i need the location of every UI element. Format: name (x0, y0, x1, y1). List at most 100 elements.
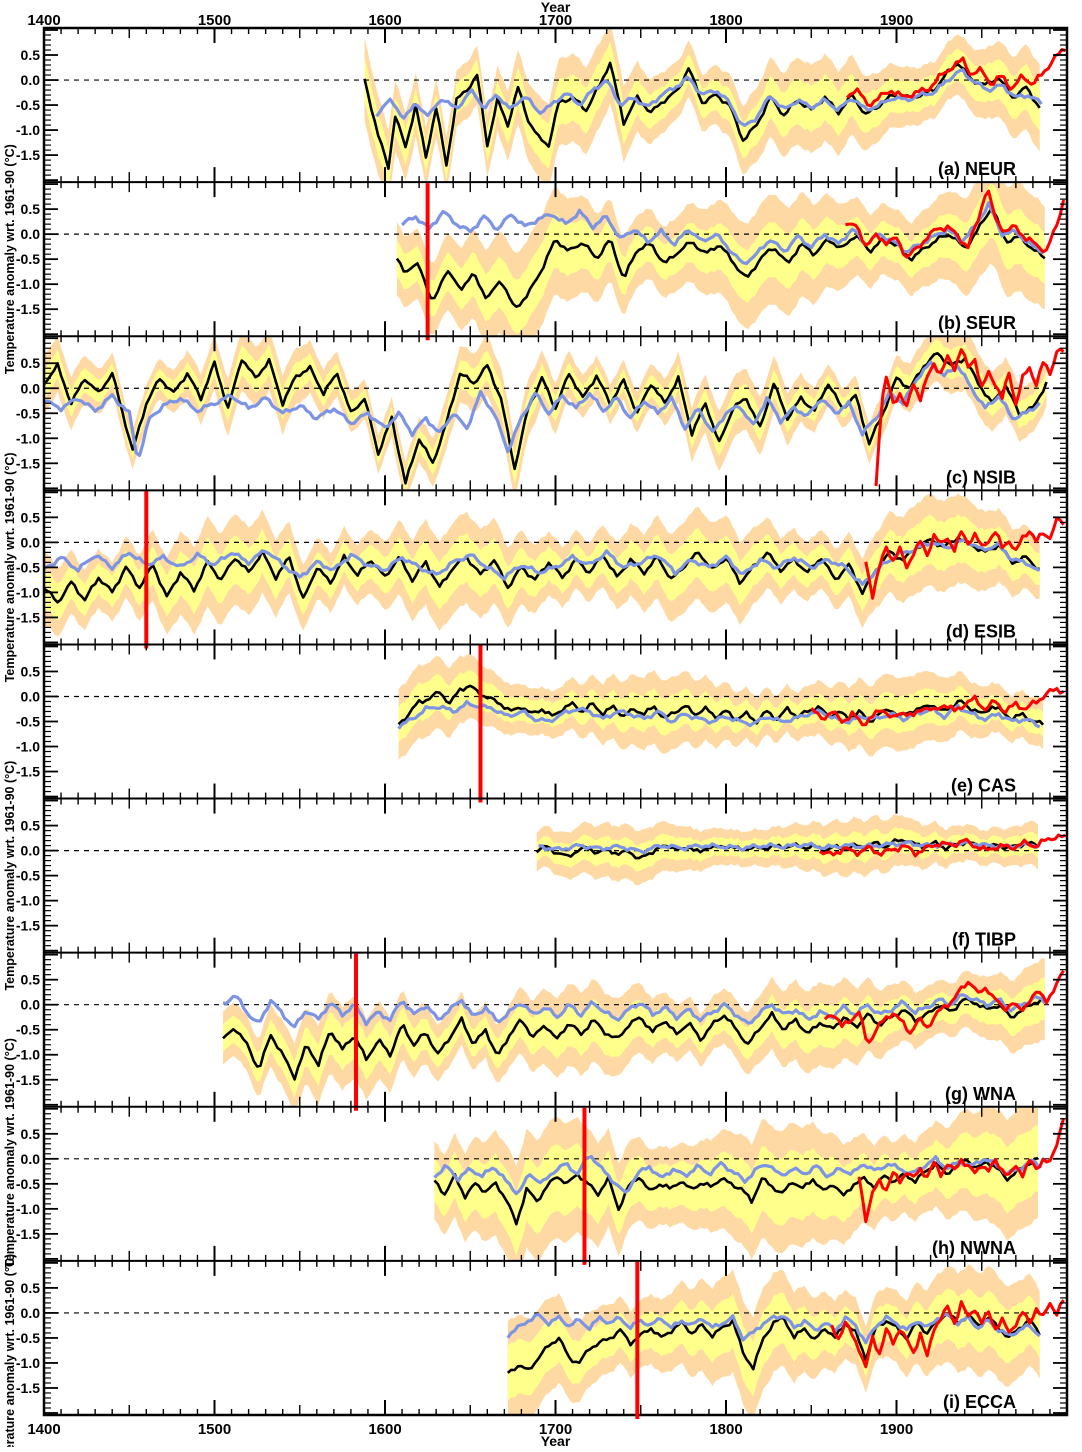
y-tick-label: -0.5 (16, 1176, 40, 1192)
y-axis-title: Temperature anomaly wrt. 1961-90 (°C) (3, 761, 17, 991)
panel-b-seur (45, 183, 1066, 336)
x-axis-title-top: Year (541, 0, 571, 15)
y-tick-label: -1.0 (16, 1355, 40, 1371)
blue-reconstruction-line (222, 993, 1047, 1029)
red-instrumental-line (846, 48, 1066, 108)
y-tick-label: -0.5 (16, 714, 40, 730)
y-axis-title: Temperature anomaly wrt. 1961-90 (°C) (3, 452, 17, 682)
y-tick-label: -1.0 (16, 430, 40, 446)
y-tick-label: 0.5 (21, 972, 41, 988)
y-tick-label: -0.5 (16, 97, 40, 113)
panel-label-esib: (d) ESIB (946, 621, 1016, 641)
y-tick-label: -1.5 (16, 455, 40, 471)
panel-f-tibp (45, 813, 1066, 886)
inner-uncertainty-band (223, 978, 1045, 1098)
y-tick-label: 0.5 (21, 818, 41, 834)
red-instrumental-line (874, 347, 1065, 487)
panel-i-ecca (45, 1264, 1066, 1415)
blue-reconstruction-line (45, 360, 1041, 457)
y-tick-label: -1.0 (16, 1047, 40, 1063)
red-instrumental-line (864, 516, 1065, 600)
y-tick-label: -0.5 (16, 405, 40, 421)
y-tick-label: 0.0 (21, 72, 41, 88)
panel-e-cas (45, 654, 1066, 760)
inner-uncertainty-band (536, 826, 1038, 872)
y-tick-label: -1.5 (16, 301, 40, 317)
y-axis-title: Temperature anomaly wrt. 1961-90 (°C) (3, 1038, 17, 1268)
y-tick-label: 0.0 (21, 1305, 41, 1321)
y-tick-label: -0.5 (16, 868, 40, 884)
inner-uncertainty-band (45, 514, 1040, 621)
panel-d-esib (45, 493, 1066, 637)
x-axis-tick-label-bottom: 1800 (709, 1421, 742, 1438)
panel-label-nwna: (h) NWNA (932, 1238, 1016, 1258)
y-tick-label: -0.5 (16, 251, 40, 267)
blue-reconstruction-line (375, 68, 1043, 127)
y-tick-label: -0.5 (16, 1330, 40, 1346)
y-tick-label: -1.5 (16, 1072, 40, 1088)
x-axis-tick-label-bottom: 1700 (539, 1421, 572, 1438)
y-tick-label: 0.0 (21, 688, 41, 704)
y-tick-label: 0.0 (21, 843, 41, 859)
y-tick-label: -1.5 (16, 1226, 40, 1242)
panel-a-neur (45, 29, 1066, 182)
y-tick-label: -1.0 (16, 1201, 40, 1217)
x-axis-tick-label-bottom: 1400 (27, 1421, 60, 1438)
inner-uncertainty-band (398, 669, 1044, 742)
y-tick-label: -1.5 (16, 1380, 40, 1396)
x-axis-tick-label-bottom: 1600 (368, 1421, 401, 1438)
x-axis-tick-label-top: 1600 (368, 12, 401, 29)
y-tick-label: 0.5 (21, 663, 41, 679)
red-instrumental-line (857, 1117, 1066, 1224)
x-axis-tick-label-top: 1700 (539, 12, 572, 29)
panel-label-nsib: (c) NSIB (946, 467, 1016, 487)
red-instrumental-line (845, 189, 1066, 259)
y-tick-label: 0.5 (21, 1280, 41, 1296)
y-tick-label: -1.5 (16, 609, 40, 625)
panel-label-wna: (g) WNA (945, 1084, 1016, 1104)
panel-label-cas: (e) CAS (951, 776, 1016, 796)
red-instrumental-line (823, 970, 1065, 1044)
y-tick-label: 0.5 (21, 355, 41, 371)
x-axis-tick-label-bottom: 1900 (880, 1421, 913, 1438)
blue-reconstruction-line (433, 1154, 1042, 1196)
blue-reconstruction-line (400, 201, 1044, 266)
y-tick-label: -1.5 (16, 147, 40, 163)
panel-label-tibp: (f) TIBP (952, 930, 1016, 950)
x-axis-tick-label-bottom: 1500 (198, 1421, 231, 1438)
panel-label-ecca: (i) ECCA (943, 1392, 1016, 1412)
y-tick-label: -1.0 (16, 122, 40, 138)
y-tick-label: 0.5 (21, 201, 41, 217)
y-axis-title: Temperature anomaly wrt. 1961-90 (°C) (3, 1254, 17, 1447)
x-axis-tick-label-top: 1900 (880, 12, 913, 29)
panel-label-neur: (a) NEUR (938, 159, 1016, 179)
blue-reconstruction-line (45, 537, 1041, 586)
x-axis-tick-label-top: 1500 (198, 12, 231, 29)
black-reconstruction-line (222, 997, 1045, 1081)
y-tick-label: -0.5 (16, 1022, 40, 1038)
red-instrumental-line (818, 833, 1066, 858)
y-tick-label: 0.5 (21, 47, 41, 63)
y-tick-label: 0.0 (21, 380, 41, 396)
x-axis-tick-label-top: 1400 (27, 12, 60, 29)
y-tick-label: 0.0 (21, 997, 41, 1013)
red-instrumental-line (810, 687, 1065, 727)
panel-c-nsib (45, 337, 1066, 490)
y-tick-label: -1.0 (16, 739, 40, 755)
x-axis-title-bottom: Year (541, 1433, 571, 1447)
y-tick-label: 0.0 (21, 226, 41, 242)
y-tick-label: -1.5 (16, 764, 40, 780)
panel-g-wna (45, 958, 1066, 1106)
y-tick-label: -1.0 (16, 584, 40, 600)
y-tick-label: 0.5 (21, 509, 41, 525)
y-tick-label: 0.0 (21, 534, 41, 550)
y-axis-title: Temperature anomaly wrt. 1961-90 (°C) (3, 144, 17, 374)
red-instrumental-line (830, 1299, 1065, 1369)
inner-uncertainty-band (507, 1288, 1040, 1401)
y-tick-label: 0.5 (21, 1126, 41, 1142)
y-tick-label: -1.0 (16, 276, 40, 292)
inner-uncertainty-band (364, 41, 1040, 182)
black-reconstruction-line (395, 209, 1046, 308)
